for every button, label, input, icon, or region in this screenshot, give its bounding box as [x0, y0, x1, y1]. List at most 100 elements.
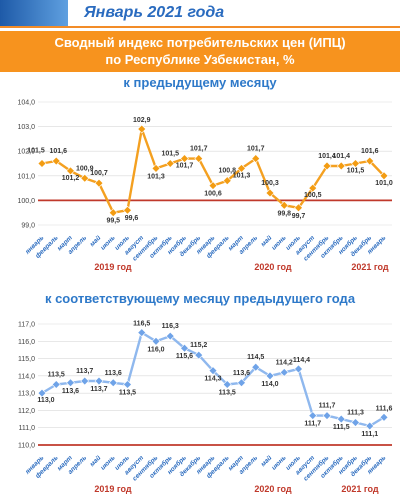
data-label: 102,9	[133, 117, 151, 124]
data-label: 99,5	[106, 218, 120, 225]
chart-1-title: к предыдущему месяцу	[123, 75, 277, 90]
data-point	[94, 376, 104, 386]
data-point	[66, 166, 75, 176]
data-point	[180, 154, 189, 163]
data-point	[379, 171, 389, 181]
y-tick-label: 114,0	[18, 373, 35, 380]
monthly-cpi-chart: 99,0 100,0 101,0 102,0 103,0 104,0 101,5 101,6 1…	[17, 100, 392, 273]
data-point	[222, 380, 232, 389]
data-label: 113,6	[62, 388, 79, 395]
data-label: 101,5	[161, 151, 179, 158]
data-label: 111,3	[347, 410, 364, 417]
data-label: 101,6	[49, 148, 67, 155]
data-point	[222, 176, 232, 186]
data-point	[51, 380, 61, 389]
data-point	[251, 362, 261, 372]
data-label: 101,7	[190, 146, 208, 153]
data-point	[194, 350, 204, 360]
data-label: 111,6	[376, 405, 393, 412]
data-label: 115,6	[176, 353, 193, 360]
year-label: 2021 год	[341, 484, 379, 494]
data-label: 111,1	[361, 431, 378, 438]
data-point	[66, 378, 75, 388]
data-point	[308, 411, 318, 420]
y-tick-label: 101,0	[17, 173, 35, 180]
data-label: 114,2	[276, 359, 293, 366]
data-point	[379, 412, 389, 422]
data-label: 113,7	[90, 386, 107, 393]
banner-line-2: по Республике Узбекистан, %	[105, 52, 295, 67]
data-label: 101,6	[361, 148, 379, 155]
data-point	[322, 411, 332, 420]
data-point	[208, 181, 218, 191]
data-label: 99,6	[125, 215, 139, 222]
header-stripe	[0, 0, 68, 26]
data-point	[279, 200, 289, 210]
data-label: 101,4	[318, 153, 336, 160]
data-point	[237, 164, 246, 173]
data-point	[108, 378, 118, 388]
data-label: 114,5	[247, 354, 264, 361]
data-label: 114,0	[261, 381, 278, 388]
month-label: июнь	[270, 234, 287, 251]
data-point	[37, 159, 47, 168]
data-label: 113,6	[105, 370, 122, 377]
data-label: 114,4	[293, 357, 310, 364]
banner-line-1: Сводный индекс потребительских цен (ИПЦ)	[54, 35, 346, 50]
data-label: 101,3	[233, 172, 251, 179]
data-point	[365, 421, 375, 431]
data-label: 116,0	[147, 346, 164, 353]
data-label: 113,6	[233, 370, 250, 377]
data-point	[294, 203, 303, 213]
data-label: 114,3	[204, 376, 221, 383]
data-label: 101,7	[176, 163, 194, 170]
y-tick-label: 110,0	[18, 443, 35, 450]
year-label: 2020 год	[254, 484, 292, 494]
year-label: 2021 год	[351, 262, 389, 272]
y-tick-label: 102,0	[17, 149, 35, 156]
month-label: июнь	[270, 454, 287, 471]
data-point	[80, 173, 90, 183]
data-label: 113,0	[37, 397, 54, 404]
data-point	[336, 161, 346, 171]
y-tick-label: 112,0	[18, 408, 35, 415]
month-label: июнь	[99, 454, 116, 471]
data-point	[137, 328, 147, 338]
data-label: 99,7	[292, 213, 306, 220]
data-point	[336, 414, 346, 424]
data-point	[365, 156, 375, 166]
data-point	[165, 159, 175, 168]
title-banner: Сводный индекс потребительских цен (ИПЦ)…	[0, 31, 400, 72]
y-tick-label: 111,0	[19, 425, 36, 432]
yearly-cpi-chart: 110,0111,0112,0113,0114,0115,0116,0117,0…	[18, 321, 393, 494]
data-label: 116,5	[133, 321, 150, 328]
data-point	[123, 205, 132, 215]
data-label: 101,5	[27, 148, 45, 155]
data-point	[294, 364, 303, 374]
data-label: 100,5	[304, 192, 322, 199]
data-point	[80, 376, 90, 386]
data-point	[123, 380, 132, 389]
data-label: 116,3	[162, 323, 179, 330]
data-label: 100,7	[90, 170, 108, 177]
data-point	[279, 368, 289, 377]
top-bar: Январь 2021 года	[0, 0, 400, 28]
data-point	[251, 154, 261, 163]
data-point	[37, 388, 47, 398]
year-label: 2019 год	[94, 262, 132, 272]
y-tick-label: 113,0	[18, 391, 35, 398]
data-point	[165, 331, 175, 341]
data-label: 100,3	[261, 180, 279, 187]
year-label: 2019 год	[94, 484, 132, 494]
data-label: 115,2	[190, 342, 207, 349]
data-point	[351, 418, 360, 427]
month-label: июнь	[99, 234, 116, 251]
data-label: 100,6	[204, 191, 222, 198]
data-label: 99,8	[277, 210, 291, 217]
data-point	[108, 208, 118, 218]
data-point	[137, 124, 147, 134]
data-label: 100,8	[218, 168, 236, 175]
data-label: 111,7	[319, 403, 336, 410]
y-tick-label: 104,0	[17, 100, 35, 107]
y-tick-label: 116,0	[18, 339, 35, 346]
